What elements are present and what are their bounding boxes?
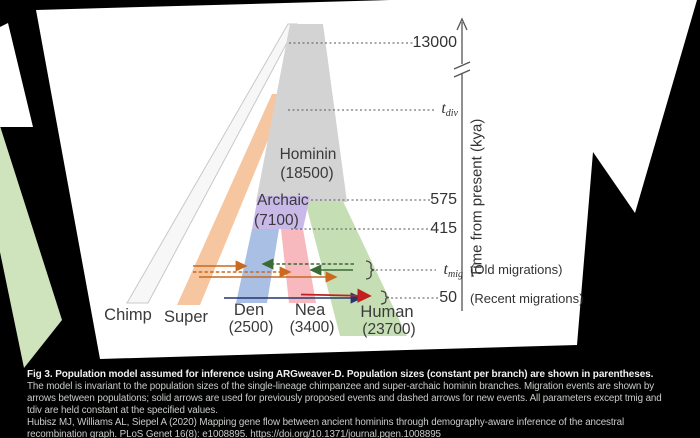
den-size: (2500)	[228, 319, 274, 336]
human-label: Human	[360, 303, 414, 321]
den-label: Den	[233, 301, 265, 319]
old-migrations-note: (Old migrations)	[470, 262, 563, 277]
hominin-size: (18500)	[280, 165, 334, 182]
tick-tdiv: tdiv	[441, 100, 458, 119]
archaic-branch	[252, 196, 310, 229]
caption-title: Fig 3. Population model assumed for infe…	[27, 369, 654, 380]
tick-415: 415	[430, 220, 457, 237]
old-migrations-brace	[365, 260, 375, 280]
time-axis-arrowhead	[456, 17, 468, 31]
hominin-trunk	[256, 24, 347, 202]
nea-label: Nea	[294, 301, 326, 319]
tdiv-subscript: div	[445, 108, 458, 119]
tmig-symbol: t	[443, 261, 448, 278]
tick-tmig: tmig	[443, 261, 463, 280]
caption-body: The model is invariant to the population…	[27, 381, 662, 417]
neanderthal-branch	[281, 229, 316, 303]
recent-migrations-note: (Recent migrations)	[470, 291, 584, 306]
axis-break-upper	[453, 61, 471, 70]
caption-citation: Hubisz MJ, Williams AL, Siepel A (2020) …	[27, 417, 625, 438]
super-archaic-branch	[177, 94, 287, 305]
nea-size: (3400)	[289, 319, 335, 336]
figure-caption: Fig 3. Population model assumed for infe…	[27, 369, 679, 438]
tick-13000: 13000	[412, 34, 458, 51]
tick-575: 575	[430, 191, 457, 208]
super-label: Super	[163, 308, 209, 326]
recent-migrations-brace	[380, 290, 389, 305]
tmig-subscript: mig	[448, 269, 463, 280]
migration-arrow-nea-to-human	[300, 288, 372, 303]
tdiv-symbol: t	[441, 100, 446, 117]
archaic-label: Archaic	[257, 192, 309, 209]
denisovan-branch	[236, 229, 279, 303]
tick-50: 50	[439, 289, 457, 306]
green-flash-decoration	[0, 126, 62, 368]
chimp-label: Chimp	[104, 306, 152, 324]
hominin-label: Hominin	[279, 146, 337, 163]
white-sliver-decoration	[0, 23, 33, 127]
human-size: (23700)	[362, 321, 416, 338]
human-branch	[304, 197, 407, 336]
axis-break-lower	[453, 69, 471, 78]
archaic-size: (7100)	[254, 212, 299, 229]
time-axis-title: Time from present (kya)	[468, 118, 486, 278]
